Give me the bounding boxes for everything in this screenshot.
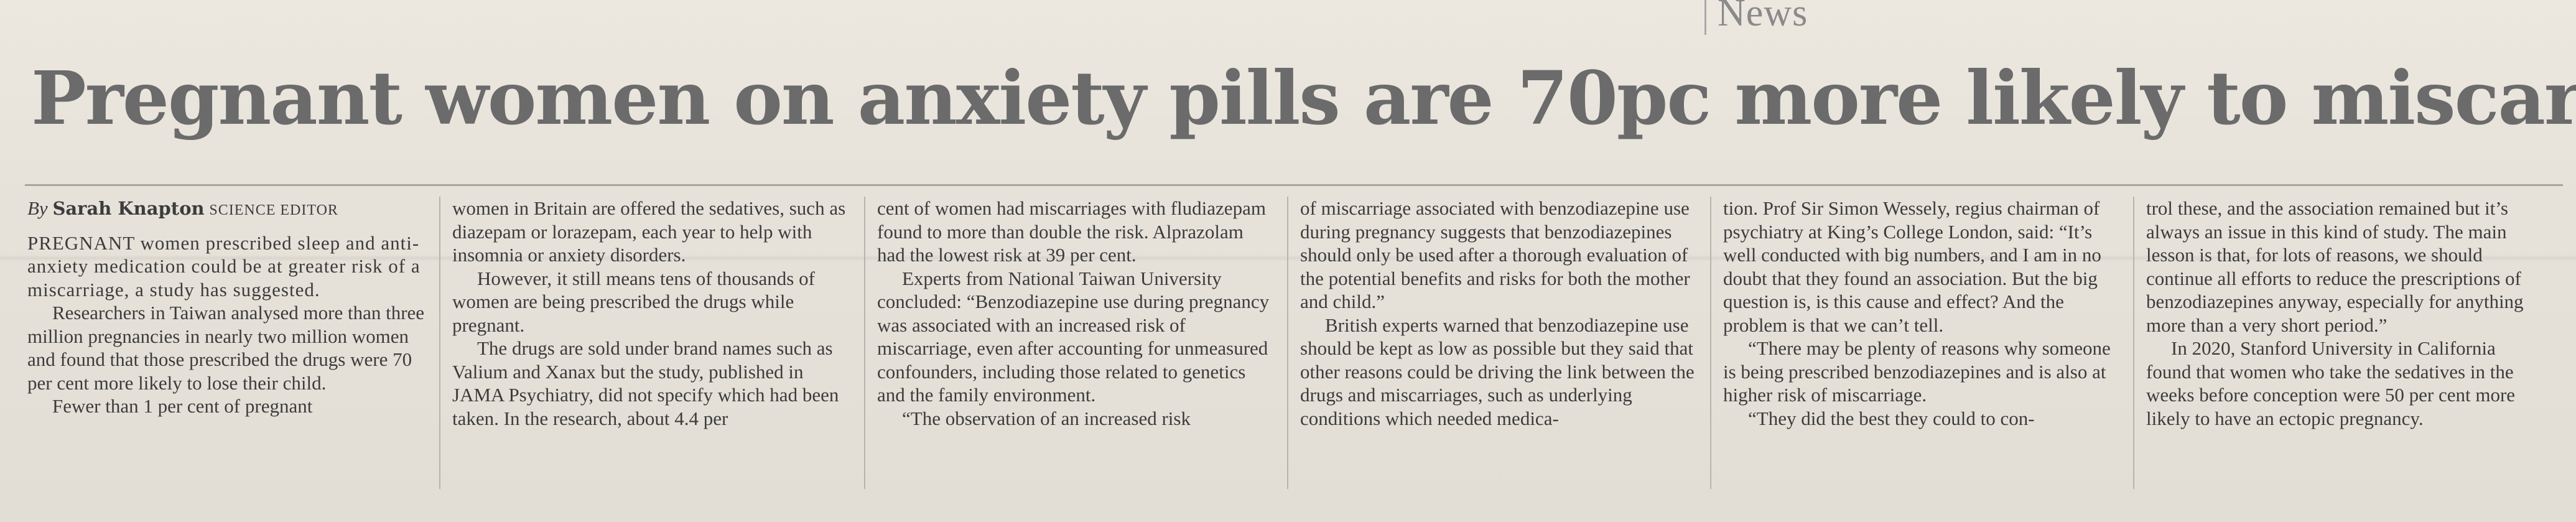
paragraph: British experts warned that benzodiazepi…: [1300, 314, 1695, 429]
paragraph: “There may be plenty of reasons why some…: [1723, 337, 2111, 406]
article-column-1: By Sarah Knapton SCIENCE EDITOR PREGNANT…: [27, 197, 425, 418]
paragraph: trol these, and the association remained…: [2146, 197, 2524, 336]
section-label: News: [1704, 0, 1808, 35]
paragraph: Researchers in Taiwan analysed more than…: [27, 302, 425, 394]
paragraph: The drugs are sold under brand names suc…: [452, 337, 839, 429]
byline-role: SCIENCE EDITOR: [209, 202, 338, 218]
byline: By Sarah Knapton SCIENCE EDITOR: [27, 197, 425, 223]
byline-prefix: By: [27, 197, 48, 219]
headline: Pregnant women on anxiety pills are 70pc…: [31, 55, 2576, 141]
paragraph: of miscarriage associated with benzodiaz…: [1300, 197, 1690, 312]
paragraph: “They did the best they could to con-: [1748, 407, 2035, 429]
paragraph: PREGNANT women prescribed sleep and anti…: [27, 231, 421, 301]
article-column-2: women in Britain are offered the sedativ…: [452, 197, 850, 430]
paragraph: In 2020, Stanford University in Californ…: [2146, 337, 2516, 429]
paragraph: Fewer than 1 per cent of pregnant: [52, 395, 313, 417]
article-column-4: of miscarriage associated with benzodiaz…: [1300, 197, 1698, 430]
paragraph: cent of women had miscarriages with flud…: [877, 197, 1266, 266]
byline-author: Sarah Knapton: [52, 198, 205, 219]
column-divider: [864, 197, 865, 489]
paragraph: However, it still means tens of thousand…: [452, 267, 815, 336]
paragraph: tion. Prof Sir Simon Wessely, regius cha…: [1723, 197, 2101, 336]
article-column-3: cent of women had miscarriages with flud…: [877, 197, 1275, 430]
column-divider: [1710, 197, 1711, 489]
paragraph: Experts from National Taiwan University …: [877, 267, 1270, 406]
article-column-5: tion. Prof Sir Simon Wessely, regius cha…: [1723, 197, 2121, 430]
column-divider: [1287, 197, 1288, 489]
paragraph: “The observation of an increased risk: [902, 407, 1191, 429]
column-divider: [2133, 197, 2134, 489]
column-divider: [439, 197, 440, 489]
paragraph: women in Britain are offered the sedativ…: [452, 197, 846, 266]
article-column-6: trol these, and the association remained…: [2146, 197, 2544, 430]
headline-rule: [25, 184, 2563, 186]
article-body: By Sarah Knapton SCIENCE EDITOR PREGNANT…: [27, 197, 2565, 508]
